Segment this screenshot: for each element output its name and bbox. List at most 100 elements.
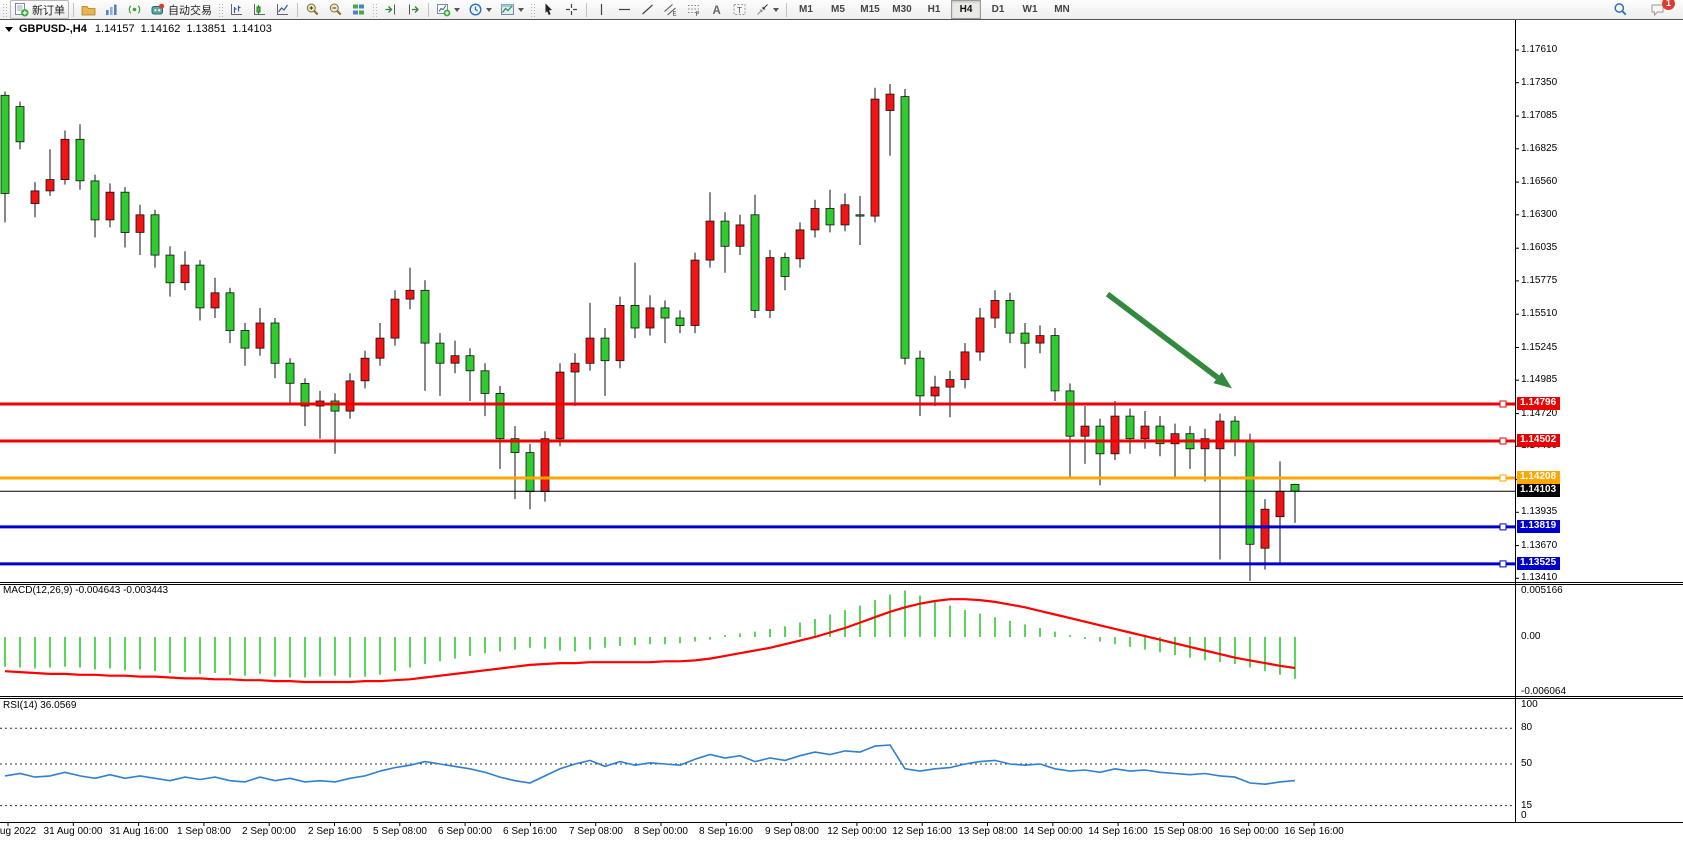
timeframe-w1-button[interactable]: W1 <box>1022 4 1038 15</box>
tile-windows-icon <box>353 4 364 15</box>
timeframe-d1-button[interactable]: D1 <box>991 4 1005 15</box>
search-button[interactable] <box>1609 0 1632 19</box>
price-tick: 1.17350 <box>1521 77 1558 88</box>
text-label-tool-button[interactable]: T <box>728 0 751 19</box>
search-icon <box>1614 3 1627 16</box>
svg-text:T: T <box>737 5 742 15</box>
timeframe-h1-button[interactable]: H1 <box>927 4 941 15</box>
chat-button[interactable]: 1 <box>1646 0 1675 19</box>
text-label-icon: T <box>733 4 746 15</box>
price-tag-1.14103: 1.14103 <box>1517 484 1561 497</box>
zoom-in-icon <box>306 3 319 16</box>
timeframe-m1-button[interactable]: M1 <box>799 4 813 15</box>
fibonacci-tool-button[interactable]: F <box>682 0 705 19</box>
zoom-out-icon <box>329 3 342 16</box>
horizontal-line-tool-button[interactable] <box>613 0 636 19</box>
chart-autoscroll-icon <box>409 4 419 15</box>
zoom-out-button[interactable] <box>324 0 347 19</box>
chevron-down-icon[interactable] <box>486 7 492 12</box>
line-handle[interactable] <box>1499 400 1507 408</box>
text-icon: A <box>713 5 721 17</box>
toolbar-separator <box>786 2 787 17</box>
autotrade-button[interactable]: 自动交易 <box>146 0 216 19</box>
timeframe-m15-button[interactable]: M15 <box>860 4 880 15</box>
chevron-down-icon[interactable] <box>454 7 460 12</box>
price-axis[interactable]: 1.17610 1.17350 1.17085 1.16825 1.16560 1.163… <box>1515 19 1683 822</box>
price-tag-1.14796: 1.14796 <box>1517 397 1561 410</box>
time-tick: 13 Sep 08:00 <box>958 826 1018 837</box>
toolbar-grip[interactable] <box>218 2 223 17</box>
time-tick: 6 Sep 00:00 <box>438 826 492 837</box>
candle-chart-mode-button[interactable] <box>248 0 271 19</box>
macd-indicator <box>4 590 1296 684</box>
line-chart-mode-button[interactable] <box>271 0 294 19</box>
price-tag-1.14502: 1.14502 <box>1517 434 1561 447</box>
add-indicator-button[interactable] <box>432 0 464 19</box>
zoom-in-button[interactable] <box>301 0 324 19</box>
timeframe-mn-button[interactable]: MN <box>1054 4 1070 15</box>
trend-arrow-head <box>1213 371 1232 389</box>
chart-candles-icon <box>254 4 265 15</box>
market-watch-icon <box>106 4 117 15</box>
templates-button[interactable] <box>496 0 528 19</box>
line-handle[interactable] <box>1499 437 1507 445</box>
rsi-line <box>4 744 1296 786</box>
equidistant-channel-tool-button[interactable]: E <box>659 0 682 19</box>
signals-button[interactable] <box>123 0 146 19</box>
auto-scroll-button[interactable] <box>402 0 425 19</box>
macd-tick: 0.00 <box>1521 631 1541 642</box>
toolbar-separator <box>297 2 298 17</box>
timeframe-m30-button[interactable]: M30 <box>892 4 912 15</box>
collapse-one-click-icon[interactable] <box>5 26 13 32</box>
toolbar-grip[interactable] <box>2 2 7 17</box>
time-tick: 16 Sep 16:00 <box>1284 826 1344 837</box>
time-tick: 8 Sep 00:00 <box>634 826 688 837</box>
periods-button[interactable] <box>464 0 496 19</box>
market-watch-button[interactable] <box>100 0 123 19</box>
timeframe-h4-button[interactable]: H4 <box>951 0 981 19</box>
chart-bars-icon <box>231 4 242 15</box>
profiles-button[interactable] <box>77 0 100 19</box>
line-handle[interactable] <box>1499 523 1507 531</box>
vertical-line-tool-button[interactable] <box>590 0 613 19</box>
timeframe-m5-button[interactable]: M5 <box>831 4 845 15</box>
chevron-down-icon[interactable] <box>518 7 524 12</box>
macd-tick: 0.005166 <box>1521 585 1563 596</box>
time-tick: 31 Aug 16:00 <box>109 826 169 837</box>
tile-windows-button[interactable] <box>347 0 370 19</box>
price-tick: 1.14720 <box>1521 408 1558 419</box>
time-axis[interactable]: 30 Aug 2022 31 Aug 00:00 31 Aug 16:00 1 Sep… <box>0 822 1515 845</box>
chart-shift-button[interactable] <box>379 0 402 19</box>
price-tick: 1.15775 <box>1521 275 1558 286</box>
rsi-tick: 100 <box>1521 699 1538 710</box>
chevron-down-icon[interactable] <box>773 7 779 12</box>
bar-chart-mode-button[interactable] <box>225 0 248 19</box>
time-tick: 6 Sep 16:00 <box>503 826 557 837</box>
time-tick: 2 Sep 16:00 <box>308 826 362 837</box>
time-tick: 7 Sep 08:00 <box>569 826 623 837</box>
text-tool-button[interactable]: A <box>705 0 728 19</box>
line-handle[interactable] <box>1499 560 1507 568</box>
toolbar-grip[interactable] <box>372 2 377 17</box>
price-tick: 1.15510 <box>1521 308 1558 319</box>
trendline-tool-button[interactable] <box>636 0 659 19</box>
toolbar-grip[interactable] <box>530 2 535 17</box>
price-tick: 1.13670 <box>1521 540 1558 551</box>
rsi-tick: 80 <box>1521 722 1533 733</box>
svg-text:A: A <box>713 5 721 17</box>
trend-arrow[interactable] <box>1105 291 1220 380</box>
svg-text:E: E <box>673 12 677 18</box>
templates-icon <box>501 4 514 15</box>
arrows-tool-button[interactable] <box>751 0 783 19</box>
new-order-button[interactable]: 新订单 <box>10 0 69 19</box>
cursor-button[interactable] <box>537 0 560 19</box>
price-tick: 1.16035 <box>1521 242 1558 253</box>
line-handle[interactable] <box>1499 474 1507 482</box>
chart-title: GBPUSD-,H4 1.14157 1.14162 1.13851 1.141… <box>5 23 278 35</box>
period-clock-icon <box>469 3 482 16</box>
fibonacci-icon: F <box>688 5 700 17</box>
crosshair-button[interactable] <box>560 0 583 19</box>
price-tick: 1.13410 <box>1521 572 1558 583</box>
time-tick: 12 Sep 16:00 <box>892 826 952 837</box>
